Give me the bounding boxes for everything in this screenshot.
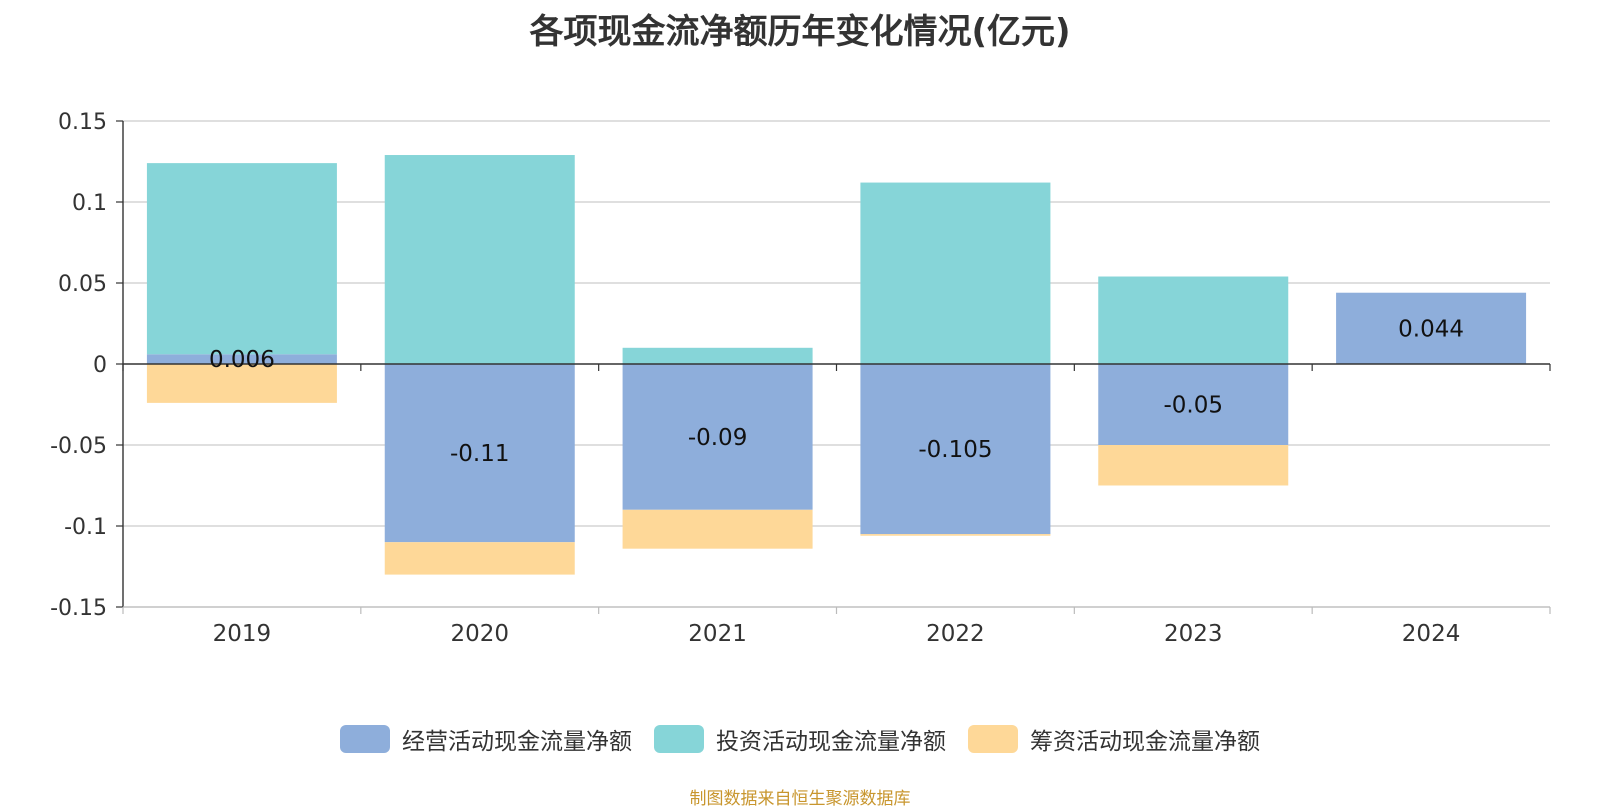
bar-series2-2022 xyxy=(860,182,1051,364)
data-label: 0.044 xyxy=(1398,316,1464,342)
y-tick-label: 0.15 xyxy=(58,110,107,135)
data-label: -0.09 xyxy=(688,425,748,451)
legend-item[interactable]: 筹资活动现金流量净额 xyxy=(968,722,1260,756)
chart-source-note: 制图数据来自恒生聚源数据库 xyxy=(689,789,911,809)
data-label: -0.05 xyxy=(1163,393,1223,419)
bar-series2-2021 xyxy=(622,347,813,364)
bar-series3-2022 xyxy=(860,534,1051,536)
x-tick-label: 2019 xyxy=(213,621,272,647)
y-tick-label: 0 xyxy=(93,353,107,378)
data-label: 0.006 xyxy=(209,347,275,373)
bar-series3-2023 xyxy=(1098,445,1289,486)
y-tick-label: -0.1 xyxy=(64,515,107,540)
bar-series2-2019 xyxy=(146,163,337,355)
bar-series1-2023 xyxy=(1098,364,1289,445)
data-label: -0.105 xyxy=(918,437,992,463)
y-tick-label: 0.05 xyxy=(58,272,107,297)
legend-swatch xyxy=(654,725,704,753)
y-tick-label: -0.05 xyxy=(50,434,107,459)
x-tick-label: 2020 xyxy=(450,621,509,647)
bar-series1-2024 xyxy=(1336,292,1527,364)
legend-swatch xyxy=(340,725,390,753)
bar-series1-2019 xyxy=(146,354,337,364)
x-tick-label: 2021 xyxy=(688,621,747,647)
bar-series3-2021 xyxy=(622,509,813,549)
bar-series3-2019 xyxy=(146,364,337,403)
bar-series2-2020 xyxy=(384,155,575,364)
chart-title: 各项现金流净额历年变化情况(亿元) xyxy=(529,12,1071,52)
bar-series1-2020 xyxy=(384,364,575,543)
data-label: -0.11 xyxy=(450,441,510,467)
x-tick-label: 2024 xyxy=(1402,621,1461,647)
y-tick-label: 0.1 xyxy=(72,191,107,216)
y-tick-label: -0.15 xyxy=(50,596,107,621)
legend-label: 筹资活动现金流量净额 xyxy=(1030,729,1260,755)
legend-item[interactable]: 经营活动现金流量净额 xyxy=(340,722,632,756)
x-tick-label: 2023 xyxy=(1164,621,1223,647)
bar-series3-2020 xyxy=(384,542,575,575)
legend-item[interactable]: 投资活动现金流量净额 xyxy=(654,722,946,756)
bar-series2-2023 xyxy=(1098,276,1289,364)
bar-series1-2021 xyxy=(622,364,813,510)
bar-series1-2022 xyxy=(860,364,1051,535)
legend-swatch xyxy=(968,725,1018,753)
chart-legend: 经营活动现金流量净额 投资活动现金流量净额 筹资活动现金流量净额 xyxy=(0,722,1600,756)
legend-label: 经营活动现金流量净额 xyxy=(402,729,632,755)
x-tick-label: 2022 xyxy=(926,621,985,647)
legend-label: 投资活动现金流量净额 xyxy=(716,729,946,755)
